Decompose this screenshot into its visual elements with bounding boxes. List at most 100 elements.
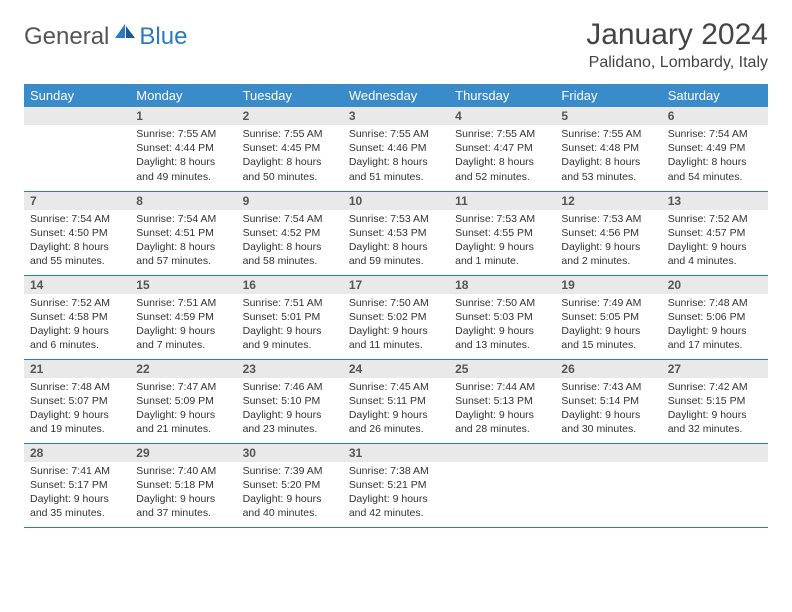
daylight-text: and 57 minutes.	[136, 254, 230, 268]
day-info: Sunrise: 7:54 AMSunset: 4:50 PMDaylight:…	[24, 210, 130, 273]
daylight-text: Daylight: 8 hours	[349, 155, 443, 169]
sunset-text: Sunset: 5:10 PM	[243, 394, 337, 408]
calendar-day-cell: 31Sunrise: 7:38 AMSunset: 5:21 PMDayligh…	[343, 443, 449, 527]
daylight-text: and 40 minutes.	[243, 506, 337, 520]
daylight-text: Daylight: 8 hours	[349, 240, 443, 254]
day-number	[449, 444, 555, 462]
day-number: 4	[449, 107, 555, 125]
daylight-text: and 26 minutes.	[349, 422, 443, 436]
sunset-text: Sunset: 5:21 PM	[349, 478, 443, 492]
sunrise-text: Sunrise: 7:55 AM	[455, 127, 549, 141]
day-number: 23	[237, 360, 343, 378]
sunset-text: Sunset: 4:55 PM	[455, 226, 549, 240]
day-info: Sunrise: 7:54 AMSunset: 4:52 PMDaylight:…	[237, 210, 343, 273]
day-number: 28	[24, 444, 130, 462]
calendar-week-row: 14Sunrise: 7:52 AMSunset: 4:58 PMDayligh…	[24, 275, 768, 359]
title-block: January 2024 Palidano, Lombardy, Italy	[586, 18, 768, 72]
sunrise-text: Sunrise: 7:55 AM	[243, 127, 337, 141]
day-info: Sunrise: 7:50 AMSunset: 5:02 PMDaylight:…	[343, 294, 449, 357]
day-number: 1	[130, 107, 236, 125]
day-number: 10	[343, 192, 449, 210]
sunset-text: Sunset: 5:05 PM	[561, 310, 655, 324]
sunrise-text: Sunrise: 7:43 AM	[561, 380, 655, 394]
day-info: Sunrise: 7:52 AMSunset: 4:58 PMDaylight:…	[24, 294, 130, 357]
calendar-day-cell: 4Sunrise: 7:55 AMSunset: 4:47 PMDaylight…	[449, 107, 555, 191]
day-info: Sunrise: 7:39 AMSunset: 5:20 PMDaylight:…	[237, 462, 343, 525]
daylight-text: Daylight: 9 hours	[561, 408, 655, 422]
calendar-day-cell: 27Sunrise: 7:42 AMSunset: 5:15 PMDayligh…	[662, 359, 768, 443]
daylight-text: Daylight: 9 hours	[349, 324, 443, 338]
daylight-text: and 49 minutes.	[136, 170, 230, 184]
weekday-header: Sunday	[24, 84, 130, 107]
calendar-week-row: 21Sunrise: 7:48 AMSunset: 5:07 PMDayligh…	[24, 359, 768, 443]
day-number: 6	[662, 107, 768, 125]
sunrise-text: Sunrise: 7:40 AM	[136, 464, 230, 478]
weekday-header: Monday	[130, 84, 236, 107]
day-number: 2	[237, 107, 343, 125]
sunset-text: Sunset: 5:18 PM	[136, 478, 230, 492]
daylight-text: Daylight: 9 hours	[455, 324, 549, 338]
day-number: 14	[24, 276, 130, 294]
daylight-text: and 58 minutes.	[243, 254, 337, 268]
sunset-text: Sunset: 5:11 PM	[349, 394, 443, 408]
day-number: 13	[662, 192, 768, 210]
sunset-text: Sunset: 4:46 PM	[349, 141, 443, 155]
sunrise-text: Sunrise: 7:51 AM	[243, 296, 337, 310]
calendar-day-cell	[449, 443, 555, 527]
daylight-text: Daylight: 9 hours	[136, 492, 230, 506]
location-text: Palidano, Lombardy, Italy	[586, 54, 768, 72]
calendar-week-row: 7Sunrise: 7:54 AMSunset: 4:50 PMDaylight…	[24, 191, 768, 275]
daylight-text: and 50 minutes.	[243, 170, 337, 184]
sunset-text: Sunset: 5:09 PM	[136, 394, 230, 408]
day-info: Sunrise: 7:50 AMSunset: 5:03 PMDaylight:…	[449, 294, 555, 357]
sunset-text: Sunset: 5:13 PM	[455, 394, 549, 408]
daylight-text: Daylight: 9 hours	[455, 240, 549, 254]
calendar-day-cell: 16Sunrise: 7:51 AMSunset: 5:01 PMDayligh…	[237, 275, 343, 359]
day-number: 5	[555, 107, 661, 125]
logo-text-general: General	[24, 23, 109, 51]
sunrise-text: Sunrise: 7:39 AM	[243, 464, 337, 478]
calendar-day-cell: 26Sunrise: 7:43 AMSunset: 5:14 PMDayligh…	[555, 359, 661, 443]
logo-sail-icon	[113, 22, 137, 40]
sunrise-text: Sunrise: 7:46 AM	[243, 380, 337, 394]
daylight-text: and 2 minutes.	[561, 254, 655, 268]
sunset-text: Sunset: 4:47 PM	[455, 141, 549, 155]
sunrise-text: Sunrise: 7:44 AM	[455, 380, 549, 394]
daylight-text: Daylight: 9 hours	[668, 408, 762, 422]
calendar-day-cell: 15Sunrise: 7:51 AMSunset: 4:59 PMDayligh…	[130, 275, 236, 359]
calendar-day-cell	[662, 443, 768, 527]
sunset-text: Sunset: 4:53 PM	[349, 226, 443, 240]
sunset-text: Sunset: 4:51 PM	[136, 226, 230, 240]
daylight-text: and 9 minutes.	[243, 338, 337, 352]
daylight-text: Daylight: 8 hours	[30, 240, 124, 254]
sunrise-text: Sunrise: 7:41 AM	[30, 464, 124, 478]
header: General Blue January 2024 Palidano, Lomb…	[24, 18, 768, 72]
calendar-day-cell: 13Sunrise: 7:52 AMSunset: 4:57 PMDayligh…	[662, 191, 768, 275]
day-number	[662, 444, 768, 462]
daylight-text: Daylight: 9 hours	[349, 408, 443, 422]
daylight-text: Daylight: 8 hours	[243, 155, 337, 169]
calendar-day-cell: 20Sunrise: 7:48 AMSunset: 5:06 PMDayligh…	[662, 275, 768, 359]
day-number: 27	[662, 360, 768, 378]
calendar-day-cell: 24Sunrise: 7:45 AMSunset: 5:11 PMDayligh…	[343, 359, 449, 443]
day-info	[24, 125, 130, 185]
sunrise-text: Sunrise: 7:38 AM	[349, 464, 443, 478]
day-info	[449, 462, 555, 522]
sunrise-text: Sunrise: 7:42 AM	[668, 380, 762, 394]
day-number: 22	[130, 360, 236, 378]
calendar-day-cell	[555, 443, 661, 527]
sunrise-text: Sunrise: 7:48 AM	[668, 296, 762, 310]
day-info: Sunrise: 7:53 AMSunset: 4:56 PMDaylight:…	[555, 210, 661, 273]
sunrise-text: Sunrise: 7:48 AM	[30, 380, 124, 394]
daylight-text: and 19 minutes.	[30, 422, 124, 436]
day-info: Sunrise: 7:49 AMSunset: 5:05 PMDaylight:…	[555, 294, 661, 357]
day-number	[24, 107, 130, 125]
daylight-text: Daylight: 8 hours	[668, 155, 762, 169]
sunrise-text: Sunrise: 7:53 AM	[349, 212, 443, 226]
sunrise-text: Sunrise: 7:54 AM	[30, 212, 124, 226]
sunset-text: Sunset: 5:03 PM	[455, 310, 549, 324]
day-number: 9	[237, 192, 343, 210]
weekday-header: Saturday	[662, 84, 768, 107]
logo: General Blue	[24, 22, 187, 52]
sunrise-text: Sunrise: 7:54 AM	[668, 127, 762, 141]
